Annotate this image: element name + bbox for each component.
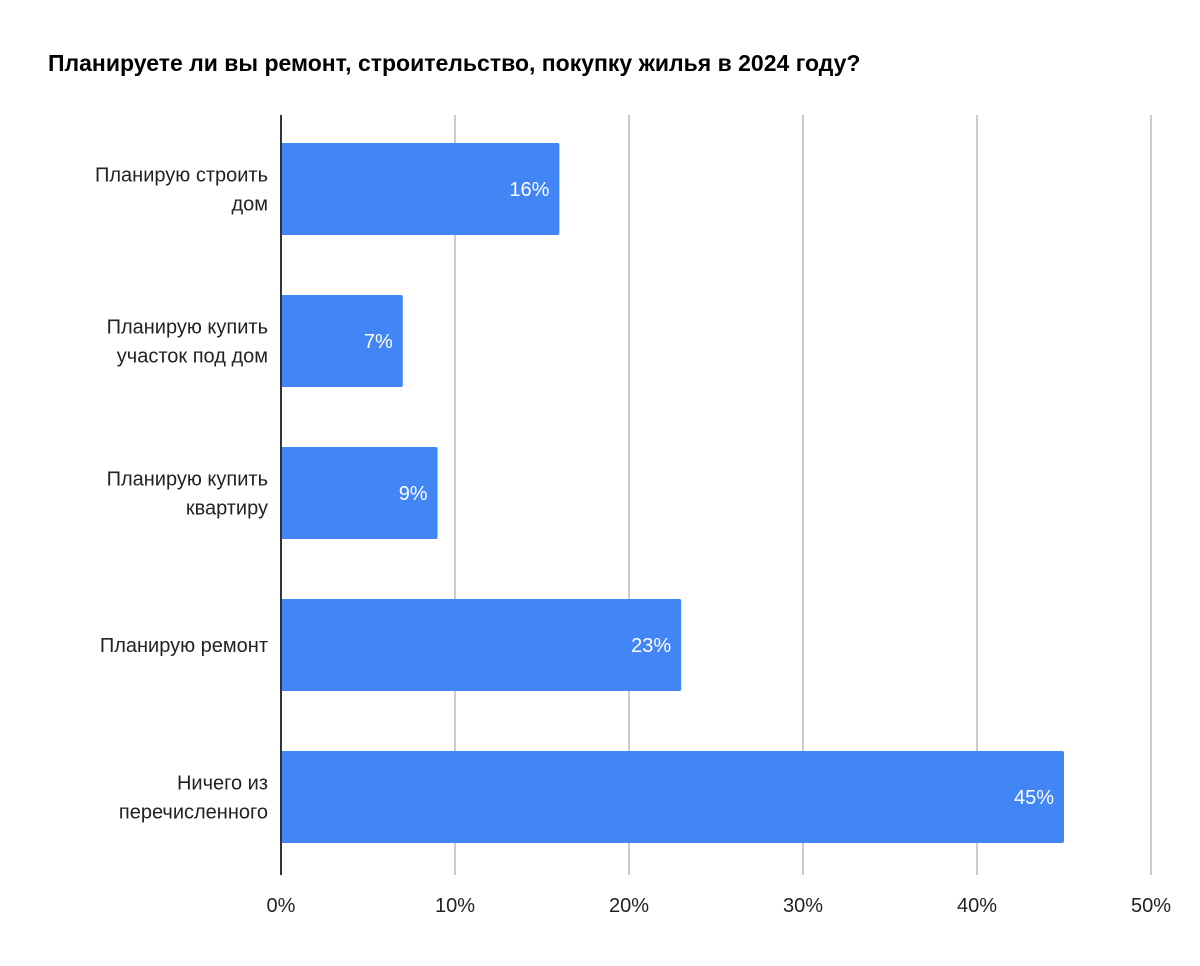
x-tick-label: 30%: [783, 895, 823, 917]
category-label: Планирую строить: [95, 165, 268, 187]
x-tick-label: 20%: [609, 895, 649, 917]
category-label: перечисленного: [119, 802, 268, 824]
x-tick-label: 0%: [267, 895, 296, 917]
data-label: 16%: [509, 179, 549, 201]
bar: [281, 751, 1064, 843]
category-label: квартиру: [186, 498, 268, 520]
bar: [281, 599, 682, 691]
category-label: участок под дом: [117, 346, 268, 368]
bar: [281, 447, 438, 539]
x-tick-label: 10%: [435, 895, 475, 917]
data-label: 23%: [631, 635, 671, 657]
x-tick-label: 40%: [957, 895, 997, 917]
data-label: 7%: [364, 331, 393, 353]
chart-title: Планируете ли вы ремонт, строительство, …: [48, 50, 861, 76]
data-label: 9%: [399, 483, 428, 505]
category-label: Ничего из: [177, 773, 268, 795]
data-label: 45%: [1014, 787, 1054, 809]
category-label: Планирую купить: [107, 317, 268, 339]
bar: [281, 295, 403, 387]
category-label: Планирую купить: [107, 469, 268, 491]
bar: [281, 143, 560, 235]
x-tick-label: 50%: [1131, 895, 1171, 917]
category-label: Планирую ремонт: [100, 635, 268, 657]
category-label: дом: [231, 194, 268, 216]
